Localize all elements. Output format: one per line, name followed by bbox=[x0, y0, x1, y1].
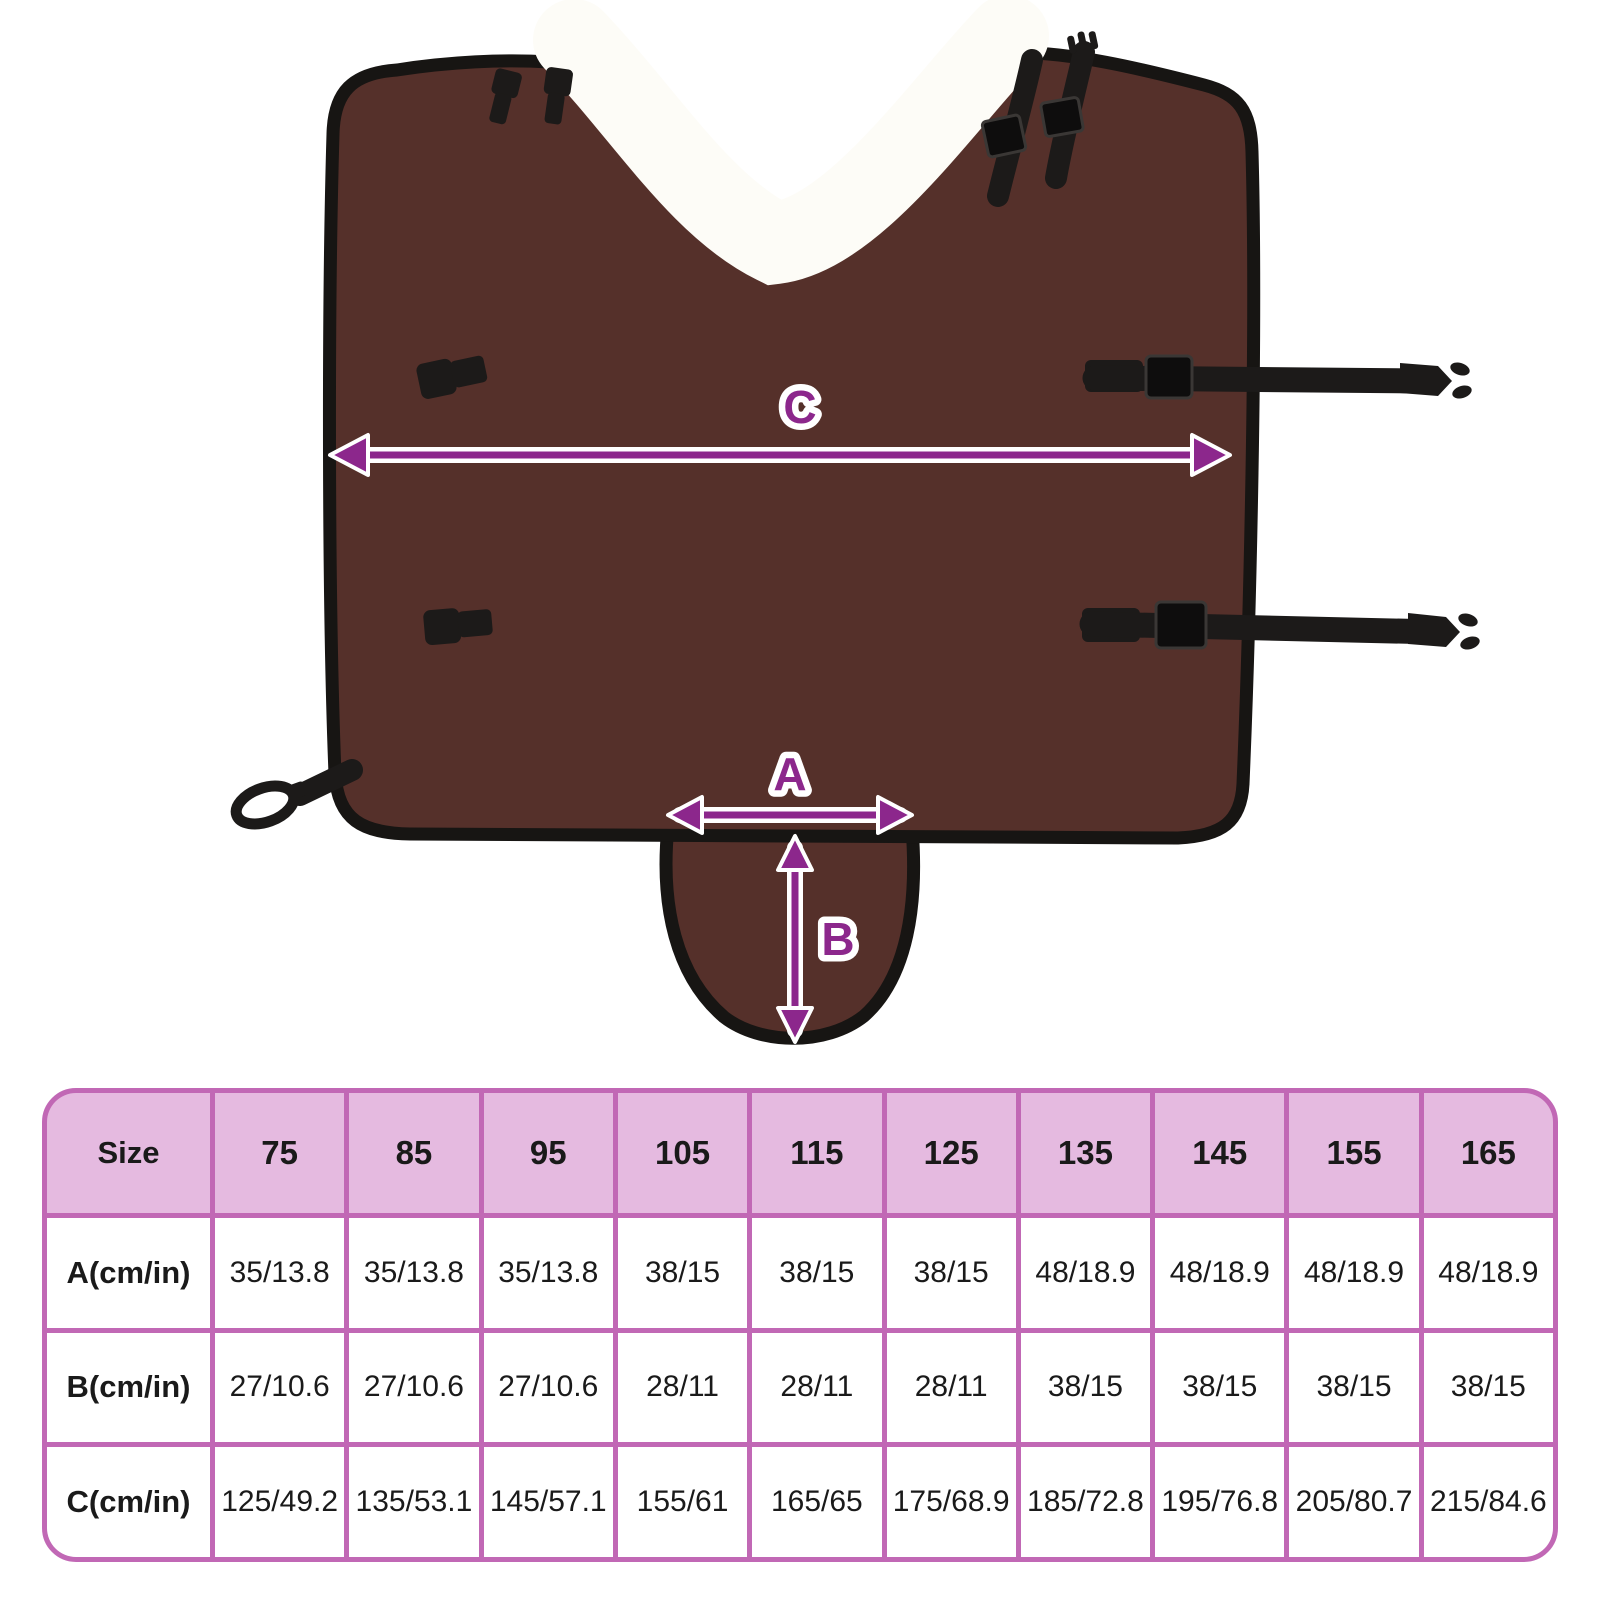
table-cell: 215/84.6 bbox=[1423, 1447, 1553, 1557]
table-cell: 38/15 bbox=[1289, 1332, 1419, 1443]
table-header-cell: 85 bbox=[349, 1093, 479, 1213]
table-cell: 38/15 bbox=[1155, 1332, 1285, 1443]
table-cell: 165/65 bbox=[752, 1447, 882, 1557]
table-row-label: B(cm/in) bbox=[47, 1332, 210, 1443]
table-cell: 145/57.1 bbox=[483, 1447, 613, 1557]
table-cell: 35/13.8 bbox=[349, 1218, 479, 1328]
table-header-cell: 75 bbox=[215, 1093, 345, 1213]
measure-b-label: B bbox=[821, 913, 854, 965]
corner-strap-hook bbox=[230, 759, 363, 830]
table-cell: 28/11 bbox=[617, 1332, 748, 1443]
table-cell: 155/61 bbox=[617, 1447, 748, 1557]
table-cell: 48/18.9 bbox=[1155, 1218, 1285, 1328]
table-header-cell: 105 bbox=[617, 1093, 748, 1213]
table-cell: 205/80.7 bbox=[1289, 1447, 1419, 1557]
fleece-collar bbox=[533, 0, 1049, 286]
blanket-body bbox=[322, 46, 1261, 845]
chest-straps-right bbox=[980, 31, 1099, 207]
table-cell: 28/11 bbox=[886, 1332, 1016, 1443]
measure-a-arrow bbox=[666, 795, 914, 835]
table-cell: 38/15 bbox=[752, 1218, 882, 1328]
table-cell: 135/53.1 bbox=[349, 1447, 479, 1557]
table-header-cell: 135 bbox=[1020, 1093, 1151, 1213]
table-header-cell: 125 bbox=[886, 1093, 1016, 1213]
table-header-cell: 155 bbox=[1289, 1093, 1419, 1213]
svg-text:A: A bbox=[773, 748, 806, 800]
table-cell: 27/10.6 bbox=[349, 1332, 479, 1443]
svg-text:C: C bbox=[783, 381, 816, 433]
table-cell: 48/18.9 bbox=[1289, 1218, 1419, 1328]
table-cell: 38/15 bbox=[886, 1218, 1016, 1328]
table-cell: 48/18.9 bbox=[1020, 1218, 1151, 1328]
measure-c-arrow bbox=[328, 433, 1232, 477]
table-cell: 35/13.8 bbox=[483, 1218, 613, 1328]
table-cell: 28/11 bbox=[752, 1332, 882, 1443]
measure-a-label: A bbox=[773, 748, 806, 800]
product-illustration: C C A A B B bbox=[230, 0, 1480, 1045]
side-straps-right bbox=[1079, 354, 1480, 650]
prong-buckle-tip bbox=[1067, 31, 1099, 54]
table-header-cell: 95 bbox=[483, 1093, 613, 1213]
table-row-label: C(cm/in) bbox=[47, 1447, 210, 1557]
table-cell: 27/10.6 bbox=[483, 1332, 613, 1443]
table-cell: 35/13.8 bbox=[215, 1218, 345, 1328]
table-cell: 27/10.6 bbox=[215, 1332, 345, 1443]
measure-b-arrow bbox=[776, 834, 814, 1044]
chest-clips-left bbox=[489, 67, 573, 125]
table-cell: 125/49.2 bbox=[215, 1447, 345, 1557]
table-header-cell: 115 bbox=[752, 1093, 882, 1213]
table-cell: 175/68.9 bbox=[886, 1447, 1016, 1557]
table-cell: 38/15 bbox=[617, 1218, 748, 1328]
table-cell: 38/15 bbox=[1423, 1332, 1553, 1443]
svg-text:B: B bbox=[821, 913, 854, 965]
table-header-size: Size bbox=[47, 1093, 210, 1213]
measure-c-label: C bbox=[783, 381, 816, 433]
side-clips-left bbox=[416, 355, 493, 646]
table-header-cell: 165 bbox=[1423, 1093, 1553, 1213]
table-cell: 48/18.9 bbox=[1423, 1218, 1553, 1328]
size-table: Size 75 85 95 105 115 125 135 145 155 165 A(cm/in) 3… bbox=[42, 1088, 1558, 1562]
table-cell: 185/72.8 bbox=[1020, 1447, 1151, 1557]
table-cell: 195/76.8 bbox=[1155, 1447, 1285, 1557]
table-header-cell: 145 bbox=[1155, 1093, 1285, 1213]
table-cell: 38/15 bbox=[1020, 1332, 1151, 1443]
table-row-label: A(cm/in) bbox=[47, 1218, 210, 1328]
